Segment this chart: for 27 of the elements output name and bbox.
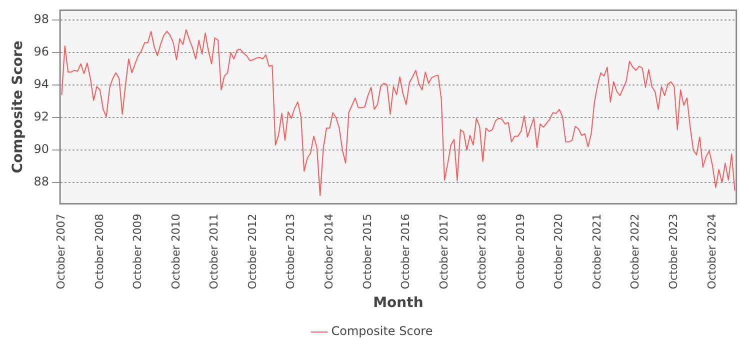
- x-tick-label: October 2012: [246, 214, 259, 290]
- y-tick-label: 98: [34, 12, 50, 26]
- x-tick-label: October 2010: [169, 214, 182, 290]
- x-tick-label: October 2016: [399, 214, 412, 290]
- x-tick-label: October 2014: [322, 214, 336, 290]
- y-tick-label: 94: [34, 77, 50, 92]
- x-tick-label: October 2008: [92, 214, 106, 290]
- x-tick-label: October 2007: [54, 214, 68, 290]
- x-axis-title: Month: [373, 295, 424, 312]
- x-tick-label: October 2022: [628, 214, 642, 290]
- x-tick-label: October 2021: [590, 214, 604, 290]
- y-axis-title: Composite Score: [10, 40, 26, 174]
- x-tick-label: October 2024: [705, 214, 718, 290]
- y-tick-label: 96: [34, 44, 50, 59]
- x-tick-label: October 2015: [360, 214, 374, 290]
- x-tick-label: October 2011: [208, 214, 221, 290]
- x-tick-label: October 2020: [552, 214, 566, 290]
- x-tick-label: October 2017: [437, 214, 450, 290]
- x-tick-label: October 2019: [514, 214, 527, 290]
- x-tick-label: October 2018: [476, 214, 489, 290]
- x-tick-label: October 2009: [131, 214, 144, 290]
- y-tick-label: 88: [34, 174, 50, 189]
- x-tick-label: October 2013: [284, 214, 298, 290]
- x-tick-label: October 2023: [667, 214, 680, 290]
- y-tick-label: 90: [34, 142, 50, 156]
- legend-label: Composite Score: [331, 324, 433, 338]
- y-tick-label: 92: [34, 110, 50, 124]
